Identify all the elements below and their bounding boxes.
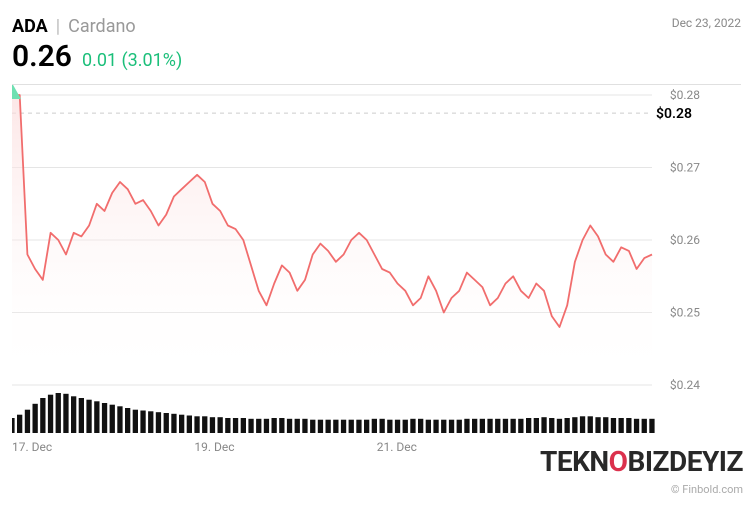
- svg-text:$0.24: $0.24: [670, 378, 700, 392]
- current-price: 0.26: [12, 39, 72, 74]
- svg-text:19. Dec: 19. Dec: [194, 440, 234, 454]
- svg-text:21. Dec: 21. Dec: [377, 440, 417, 454]
- snapshot-date: Dec 23, 2022: [672, 16, 741, 30]
- svg-text:$0.25: $0.25: [670, 306, 700, 320]
- title-block: ADA | Cardano 0.26 0.01 (3.01%): [12, 16, 182, 74]
- chart-area: $0.24 $0.25 $0.26 $0.27 $0.28 $0.28 17. Dec 19.…: [12, 84, 741, 505]
- svg-text:$0.28: $0.28: [670, 88, 700, 102]
- svg-text:$0.26: $0.26: [670, 233, 700, 247]
- price-chart: $0.24 $0.25 $0.26 $0.27 $0.28 $0.28 17. Dec 19.…: [12, 85, 741, 505]
- separator: |: [56, 16, 60, 37]
- svg-text:$0.28: $0.28: [656, 105, 692, 122]
- header: ADA | Cardano 0.26 0.01 (3.01%) Dec 23, …: [12, 16, 741, 74]
- copyright: © Finbold.com: [671, 483, 743, 496]
- asset-fullname: Cardano: [68, 16, 136, 37]
- svg-text:$0.27: $0.27: [670, 161, 700, 175]
- ticker-symbol: ADA: [12, 16, 48, 37]
- price-change: 0.01 (3.01%): [82, 50, 182, 71]
- svg-text:17. Dec: 17. Dec: [12, 440, 52, 454]
